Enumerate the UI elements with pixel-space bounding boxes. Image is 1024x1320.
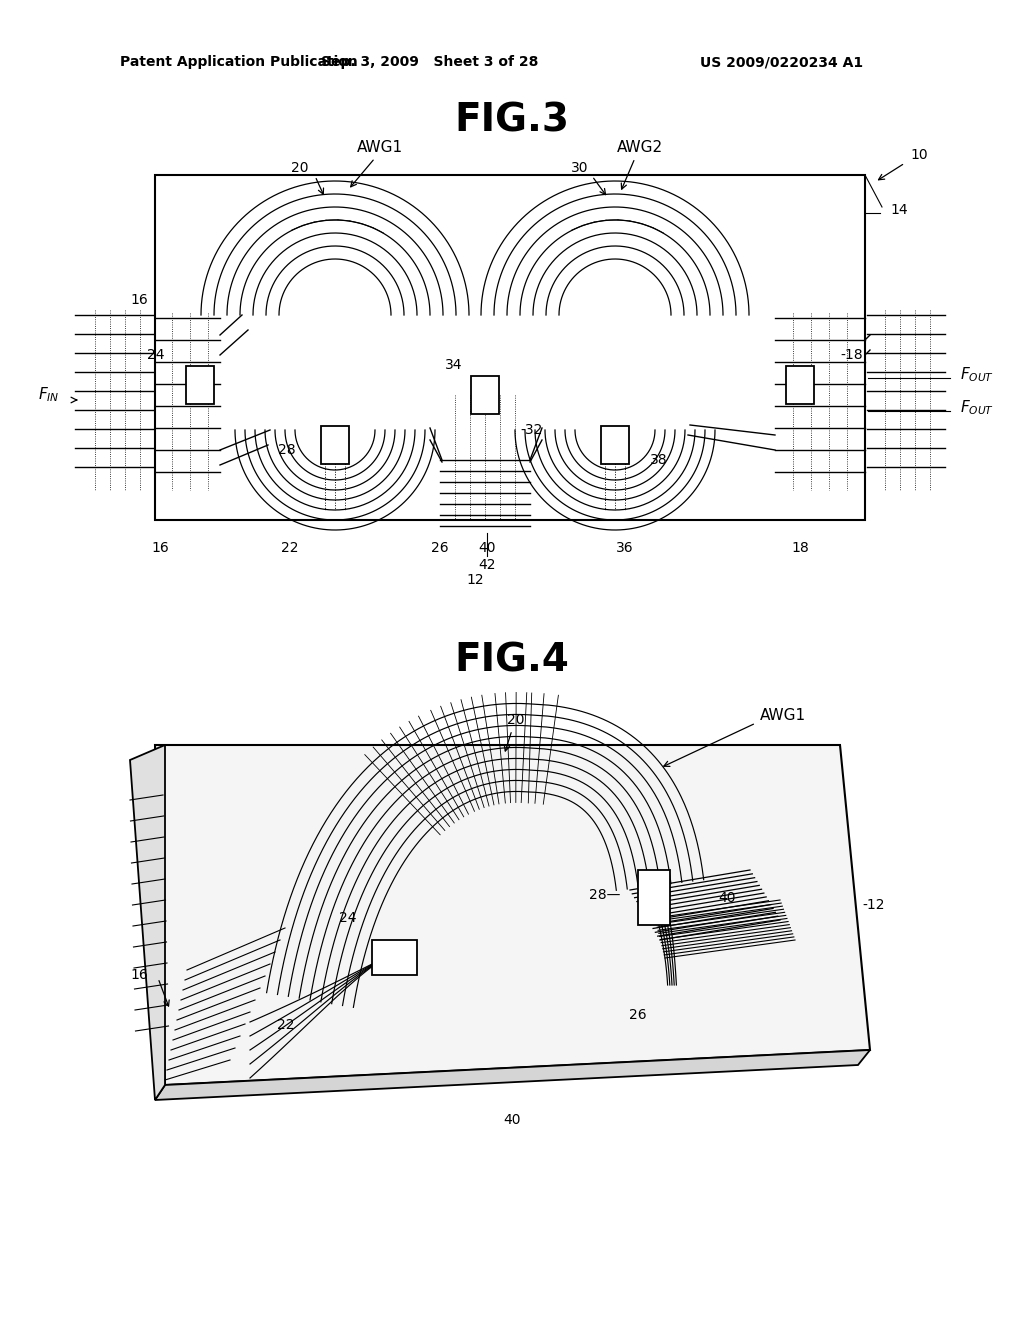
Text: AWG1: AWG1 — [357, 140, 403, 156]
Bar — [638, 870, 670, 925]
Bar — [155, 176, 865, 520]
Text: 24: 24 — [147, 348, 165, 362]
Text: 28—: 28— — [589, 888, 620, 902]
Text: AWG2: AWG2 — [616, 140, 664, 156]
Text: 22: 22 — [282, 541, 299, 554]
Text: FIG.3: FIG.3 — [455, 102, 569, 139]
Bar — [186, 366, 214, 404]
Text: FIG.4: FIG.4 — [455, 642, 569, 678]
Text: $F_{OUT}$: $F_{OUT}$ — [961, 366, 994, 384]
Text: 38: 38 — [650, 453, 668, 467]
Bar — [372, 940, 417, 975]
Polygon shape — [155, 744, 870, 1085]
Bar — [786, 366, 814, 404]
Text: 26: 26 — [431, 541, 449, 554]
Text: -18: -18 — [840, 348, 862, 362]
Text: US 2009/0220234 A1: US 2009/0220234 A1 — [700, 55, 863, 69]
Text: 40: 40 — [478, 541, 496, 554]
Text: 16: 16 — [130, 968, 148, 982]
Text: 34: 34 — [444, 358, 462, 372]
Bar — [321, 426, 349, 465]
Text: Sep. 3, 2009   Sheet 3 of 28: Sep. 3, 2009 Sheet 3 of 28 — [322, 55, 539, 69]
Text: -32: -32 — [520, 422, 543, 437]
Text: 18: 18 — [792, 541, 809, 554]
Text: 30: 30 — [571, 161, 589, 176]
Text: 16: 16 — [152, 541, 169, 554]
Text: 12: 12 — [466, 573, 483, 587]
Bar — [471, 376, 499, 414]
Text: $F_{OUT}$: $F_{OUT}$ — [961, 399, 994, 417]
Bar — [601, 426, 629, 465]
Text: 22: 22 — [278, 1018, 295, 1032]
Text: 40: 40 — [718, 891, 735, 906]
Text: 40: 40 — [503, 1113, 521, 1127]
Text: 10: 10 — [910, 148, 928, 162]
Text: 14: 14 — [890, 203, 907, 216]
Text: 42: 42 — [478, 558, 496, 572]
Text: 36: 36 — [616, 541, 634, 554]
Text: 28: 28 — [279, 444, 296, 457]
Text: 26: 26 — [629, 1008, 647, 1022]
Polygon shape — [155, 1049, 870, 1100]
Text: $F_{IN}$: $F_{IN}$ — [38, 385, 59, 404]
Text: 16: 16 — [130, 293, 148, 308]
Text: 20: 20 — [507, 713, 524, 727]
Text: -12: -12 — [862, 898, 885, 912]
Polygon shape — [130, 744, 165, 1100]
Text: 20: 20 — [291, 161, 309, 176]
Text: Patent Application Publication: Patent Application Publication — [120, 55, 357, 69]
Text: AWG1: AWG1 — [760, 708, 806, 722]
Text: 24: 24 — [340, 911, 357, 925]
